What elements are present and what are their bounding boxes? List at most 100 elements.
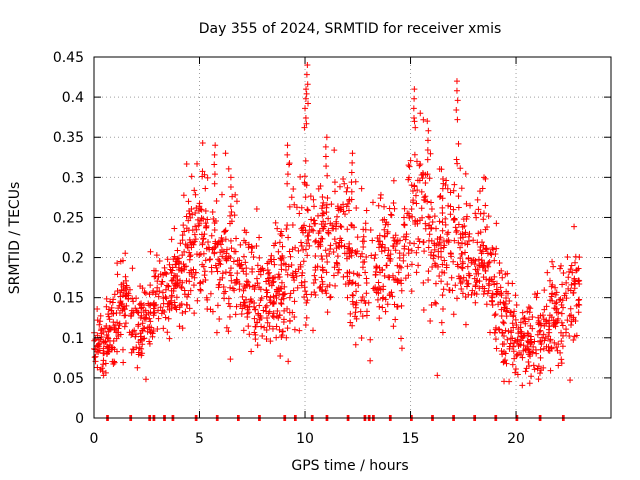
data-point	[273, 294, 280, 301]
data-point	[341, 180, 348, 187]
data-point	[352, 309, 359, 316]
data-point	[504, 270, 511, 277]
data-point	[428, 199, 435, 206]
data-point	[427, 317, 434, 324]
data-point	[349, 279, 356, 286]
data-point	[204, 238, 211, 245]
data-point	[319, 212, 326, 219]
data-point	[531, 366, 538, 373]
data-point	[268, 258, 275, 265]
data-point	[122, 312, 129, 319]
data-point	[512, 366, 519, 373]
x-axis-label: GPS time / hours	[291, 458, 408, 474]
data-point	[278, 228, 285, 235]
data-point	[345, 280, 352, 287]
data-point	[298, 204, 305, 211]
data-point	[169, 264, 176, 271]
data-point	[258, 314, 265, 321]
data-point	[236, 257, 243, 264]
data-point	[541, 337, 548, 344]
data-point	[498, 306, 505, 313]
data-point	[426, 231, 433, 238]
data-point	[298, 243, 305, 250]
data-point	[255, 312, 262, 319]
data-point	[196, 200, 203, 207]
data-point	[197, 287, 204, 294]
data-point	[464, 263, 471, 270]
data-point	[511, 355, 518, 362]
data-point	[420, 196, 427, 203]
data-point	[521, 332, 528, 339]
data-point	[147, 318, 154, 325]
data-point	[277, 255, 284, 262]
data-point	[450, 187, 457, 194]
data-point	[276, 326, 283, 333]
data-point	[519, 354, 526, 361]
data-point	[233, 198, 240, 205]
data-point	[131, 327, 138, 334]
data-point	[480, 216, 487, 223]
data-point	[136, 345, 143, 352]
data-point	[514, 351, 521, 358]
data-point	[404, 263, 411, 270]
data-point	[457, 234, 464, 241]
data-point	[367, 336, 374, 343]
data-point	[412, 192, 419, 199]
data-point	[184, 302, 191, 309]
data-point	[246, 303, 253, 310]
data-point	[425, 244, 432, 251]
data-point	[372, 271, 379, 278]
data-point	[192, 210, 199, 217]
peak-point	[304, 62, 311, 69]
data-point	[509, 343, 516, 350]
data-point	[524, 337, 531, 344]
data-point	[176, 323, 183, 330]
data-point	[565, 285, 572, 292]
data-point	[481, 174, 488, 181]
data-point	[248, 298, 255, 305]
data-point	[255, 268, 262, 275]
data-point	[280, 295, 287, 302]
data-point	[290, 274, 297, 281]
data-point	[432, 299, 439, 306]
data-point	[567, 377, 574, 384]
data-point	[312, 252, 319, 259]
data-point	[117, 258, 124, 265]
peak-point	[410, 105, 417, 112]
data-point	[134, 364, 141, 371]
data-point	[191, 187, 198, 194]
data-point	[291, 277, 298, 284]
data-point	[459, 290, 466, 297]
data-point	[381, 247, 388, 254]
data-point	[253, 206, 260, 213]
data-point	[570, 316, 577, 323]
data-point	[428, 301, 435, 308]
data-point	[180, 222, 187, 229]
data-point	[347, 319, 354, 326]
data-point	[519, 382, 526, 389]
data-point	[218, 234, 225, 241]
data-point	[332, 282, 339, 289]
data-point	[334, 253, 341, 260]
data-point	[211, 226, 218, 233]
data-point	[359, 313, 366, 320]
data-point	[319, 288, 326, 295]
data-point	[281, 290, 288, 297]
data-point	[98, 334, 105, 341]
data-point	[178, 268, 185, 275]
data-point	[473, 291, 480, 298]
data-point	[458, 250, 465, 257]
peak-point	[284, 171, 291, 178]
data-point	[303, 299, 310, 306]
data-point	[425, 268, 432, 275]
data-point	[328, 201, 335, 208]
data-point	[406, 240, 413, 247]
data-point	[209, 209, 216, 216]
data-point	[377, 269, 384, 276]
data-point	[141, 315, 148, 322]
data-point	[369, 237, 376, 244]
data-point	[429, 263, 436, 270]
data-point	[111, 324, 118, 331]
data-point	[464, 280, 471, 287]
data-point	[213, 198, 220, 205]
